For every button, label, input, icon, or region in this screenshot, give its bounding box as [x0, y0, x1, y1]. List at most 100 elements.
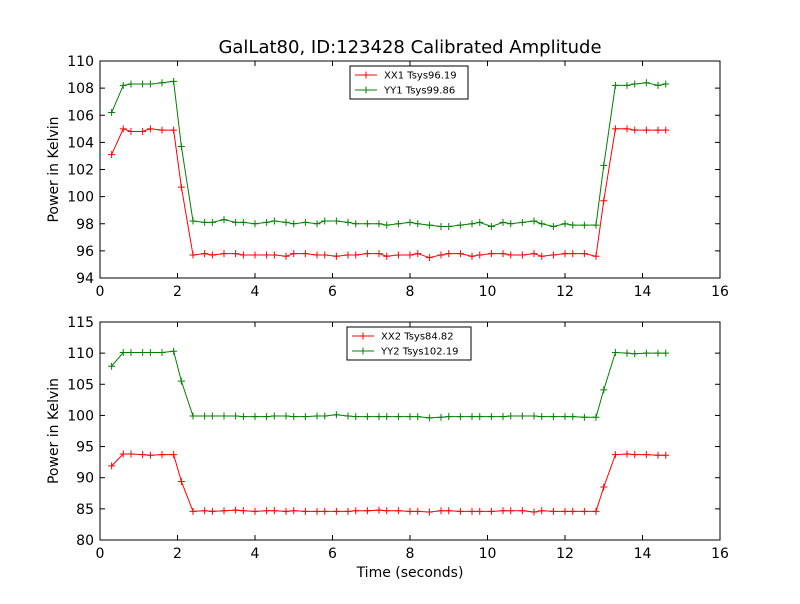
data-point [499, 507, 507, 515]
data-point [425, 254, 433, 262]
data-point [127, 80, 135, 88]
data-point [600, 483, 608, 491]
data-point [375, 220, 383, 228]
data-point [201, 412, 209, 420]
data-point [239, 413, 247, 421]
data-point [282, 507, 290, 515]
data-point [282, 252, 290, 260]
data-point [437, 413, 445, 421]
legend: XX2 Tsys84.82 YY2 Tsys102.19 [346, 326, 472, 361]
data-point [363, 220, 371, 228]
data-point [642, 349, 650, 357]
data-point [127, 128, 135, 136]
data-point [270, 251, 278, 259]
data-point [352, 507, 360, 515]
data-point [208, 412, 216, 420]
data-point [127, 450, 135, 458]
data-point [549, 413, 557, 421]
x-tick-label: 8 [406, 546, 415, 562]
data-point [220, 250, 228, 258]
data-point [158, 451, 166, 459]
data-point [538, 507, 546, 515]
data-point [170, 77, 178, 85]
data-point [487, 507, 495, 515]
data-point [263, 251, 271, 259]
data-point [270, 507, 278, 515]
data-point [600, 197, 608, 205]
data-point [611, 125, 619, 133]
data-point [251, 413, 259, 421]
data-point [208, 251, 216, 259]
data-point [507, 412, 515, 420]
data-point [313, 220, 321, 228]
data-point [580, 413, 588, 421]
data-point [425, 414, 433, 422]
data-point [476, 413, 484, 421]
legend-box [346, 326, 472, 361]
data-point [561, 220, 569, 228]
data-point [476, 507, 484, 515]
data-point [146, 451, 154, 459]
data-point [189, 412, 197, 420]
data-point [344, 218, 352, 226]
data-point [383, 507, 391, 515]
data-point [313, 507, 321, 515]
data-point [158, 126, 166, 134]
data-point [538, 252, 546, 260]
data-point [332, 507, 340, 515]
legend-label: YY1 Tsys99.86 [383, 86, 455, 97]
x-tick-label: 10 [479, 284, 497, 300]
data-point [394, 507, 402, 515]
data-point [290, 250, 298, 258]
data-point [487, 413, 495, 421]
data-point [220, 507, 228, 515]
data-point [623, 349, 631, 357]
data-point [290, 220, 298, 228]
data-point [518, 251, 526, 259]
y-tick-label: 110 [67, 54, 94, 70]
bottom-y-axis-label: Power in Kelvin [46, 378, 62, 484]
data-point [201, 507, 209, 515]
data-point [321, 217, 329, 225]
data-point [580, 507, 588, 515]
data-point [321, 412, 329, 420]
data-point [445, 250, 453, 258]
data-point [139, 451, 147, 459]
data-point [375, 413, 383, 421]
data-point [437, 507, 445, 515]
data-point [569, 507, 577, 515]
data-point [352, 413, 360, 421]
data-point [654, 126, 662, 134]
top-y-axis-label: Power in Kelvin [46, 116, 62, 222]
data-point [394, 220, 402, 228]
data-point [592, 221, 600, 229]
data-point [406, 413, 414, 421]
data-point [631, 350, 639, 358]
x-tick-label: 12 [556, 284, 574, 300]
data-point [623, 125, 631, 133]
data-point [530, 250, 538, 258]
data-point [611, 349, 619, 357]
data-point [375, 250, 383, 258]
x-tick-label: 14 [634, 546, 652, 562]
data-point [414, 413, 422, 421]
data-point [406, 507, 414, 515]
data-point [301, 250, 309, 258]
data-point [282, 218, 290, 226]
data-point [189, 217, 197, 225]
legend-marker [359, 347, 367, 355]
legend-label: XX1 Tsys96.19 [384, 71, 457, 82]
legend-label: YY2 Tsys102.19 [380, 347, 459, 358]
data-point [139, 349, 147, 357]
x-tick-label: 0 [96, 546, 105, 562]
x-tick-label: 2 [173, 546, 182, 562]
data-point [383, 413, 391, 421]
data-point [456, 413, 464, 421]
data-point [592, 507, 600, 515]
x-tick-label: 16 [711, 546, 729, 562]
data-point [321, 507, 329, 515]
y-tick-label: 115 [67, 315, 94, 331]
data-point [600, 386, 608, 394]
data-point [332, 252, 340, 260]
data-point [549, 251, 557, 259]
